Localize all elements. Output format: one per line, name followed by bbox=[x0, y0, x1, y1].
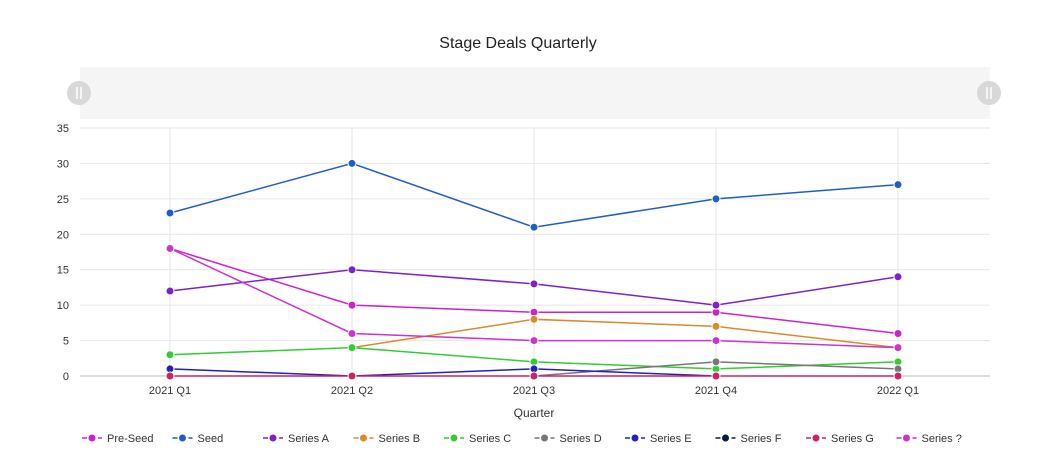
legend-swatch-marker bbox=[359, 433, 368, 443]
legend-swatch-marker bbox=[630, 433, 640, 443]
x-tick-label: 2021 Q4 bbox=[695, 385, 737, 397]
series-seed bbox=[165, 158, 903, 232]
x-axis: 2021 Q1 2021 Q2 2021 Q3 2021 Q4 2022 Q1 bbox=[149, 385, 919, 397]
data-point[interactable] bbox=[529, 222, 539, 232]
data-point[interactable] bbox=[347, 265, 357, 275]
legend-swatch-marker bbox=[902, 433, 911, 443]
data-point[interactable] bbox=[893, 371, 903, 381]
legend-swatch-marker bbox=[268, 433, 278, 443]
chart-title: Stage Deals Quarterly bbox=[439, 35, 596, 52]
legend-label: Series A bbox=[288, 433, 330, 445]
data-point[interactable] bbox=[893, 272, 903, 282]
data-point[interactable] bbox=[893, 343, 903, 353]
y-tick-label: 20 bbox=[57, 229, 69, 241]
y-tick-label: 0 bbox=[63, 371, 69, 383]
legend-item[interactable]: Series D bbox=[534, 433, 602, 445]
data-point[interactable] bbox=[347, 328, 357, 338]
legend-swatch-marker bbox=[721, 433, 730, 443]
legend-swatch-marker bbox=[178, 433, 187, 443]
legend-label: Series F bbox=[741, 433, 782, 445]
data-point[interactable] bbox=[165, 371, 175, 381]
series-series-g bbox=[165, 371, 903, 381]
data-point[interactable] bbox=[347, 343, 357, 353]
data-point[interactable] bbox=[893, 180, 903, 190]
data-point[interactable] bbox=[529, 279, 539, 289]
legend-swatch-marker bbox=[540, 433, 549, 443]
range-handle-right[interactable] bbox=[977, 81, 1001, 105]
data-point[interactable] bbox=[347, 158, 357, 168]
data-point[interactable] bbox=[711, 194, 721, 204]
legend-item[interactable]: Series ? bbox=[896, 433, 962, 445]
data-point[interactable] bbox=[529, 314, 539, 324]
data-point[interactable] bbox=[165, 208, 175, 218]
y-tick-label: 15 bbox=[57, 265, 69, 277]
x-tick-label: 2021 Q3 bbox=[513, 385, 555, 397]
legend-item[interactable]: Pre-Seed bbox=[82, 433, 153, 445]
data-point[interactable] bbox=[347, 371, 357, 381]
y-tick-label: 5 bbox=[63, 336, 69, 348]
x-tick-label: 2022 Q1 bbox=[877, 385, 919, 397]
legend-item[interactable]: Series A bbox=[263, 433, 330, 445]
legend-label: Series E bbox=[650, 433, 692, 445]
range-handle-left[interactable] bbox=[67, 81, 91, 105]
legend-item[interactable]: Seed bbox=[172, 433, 224, 445]
data-point[interactable] bbox=[529, 336, 539, 346]
legend-label: Pre-Seed bbox=[107, 433, 153, 445]
series-series-e bbox=[165, 364, 721, 381]
legend-swatch-marker bbox=[811, 433, 821, 443]
legend-item[interactable]: Series F bbox=[715, 433, 782, 445]
series-series-c bbox=[165, 343, 903, 374]
legend-label: Series ? bbox=[922, 433, 962, 445]
series-group bbox=[165, 158, 903, 381]
x-tick-label: 2021 Q2 bbox=[331, 385, 373, 397]
range-selector-track[interactable] bbox=[80, 67, 990, 119]
legend-swatch-marker bbox=[87, 433, 97, 443]
y-axis: 0 5 10 15 20 25 30 35 bbox=[57, 123, 69, 383]
series-series-b bbox=[347, 314, 903, 353]
data-point[interactable] bbox=[711, 357, 721, 367]
series-line bbox=[351, 318, 899, 349]
x-axis-title: Quarter bbox=[514, 406, 555, 420]
y-tick-label: 30 bbox=[57, 158, 69, 170]
legend-item[interactable]: Series G bbox=[806, 433, 874, 445]
data-point[interactable] bbox=[165, 350, 175, 360]
data-point[interactable] bbox=[711, 371, 721, 381]
data-point[interactable] bbox=[165, 286, 175, 296]
data-point[interactable] bbox=[711, 300, 721, 310]
y-tick-label: 35 bbox=[57, 123, 69, 135]
x-tick-label: 2021 Q1 bbox=[149, 385, 191, 397]
data-point[interactable] bbox=[529, 371, 539, 381]
legend-item[interactable]: Series E bbox=[625, 433, 692, 445]
legend-label: Series B bbox=[379, 433, 421, 445]
data-point[interactable] bbox=[347, 300, 357, 310]
legend-label: Series G bbox=[831, 433, 874, 445]
y-tick-label: 25 bbox=[57, 194, 69, 206]
data-point[interactable] bbox=[893, 328, 903, 338]
y-tick-label: 10 bbox=[57, 300, 69, 312]
series-series-a bbox=[165, 265, 903, 310]
data-point[interactable] bbox=[711, 321, 721, 331]
series-line bbox=[169, 368, 717, 377]
legend-item[interactable]: Series B bbox=[353, 433, 421, 445]
legend-item[interactable]: Series C bbox=[444, 433, 511, 445]
legend-label: Series D bbox=[560, 433, 602, 445]
series-pre-seed bbox=[165, 243, 903, 338]
legend-swatch-marker bbox=[449, 433, 459, 443]
legend-label: Seed bbox=[198, 433, 224, 445]
series-series bbox=[165, 243, 903, 353]
data-point[interactable] bbox=[165, 243, 175, 253]
data-point[interactable] bbox=[711, 336, 721, 346]
legend: Pre-Seed Seed Series A Series B Series C Seri… bbox=[82, 433, 962, 445]
legend-label: Series C bbox=[469, 433, 511, 445]
